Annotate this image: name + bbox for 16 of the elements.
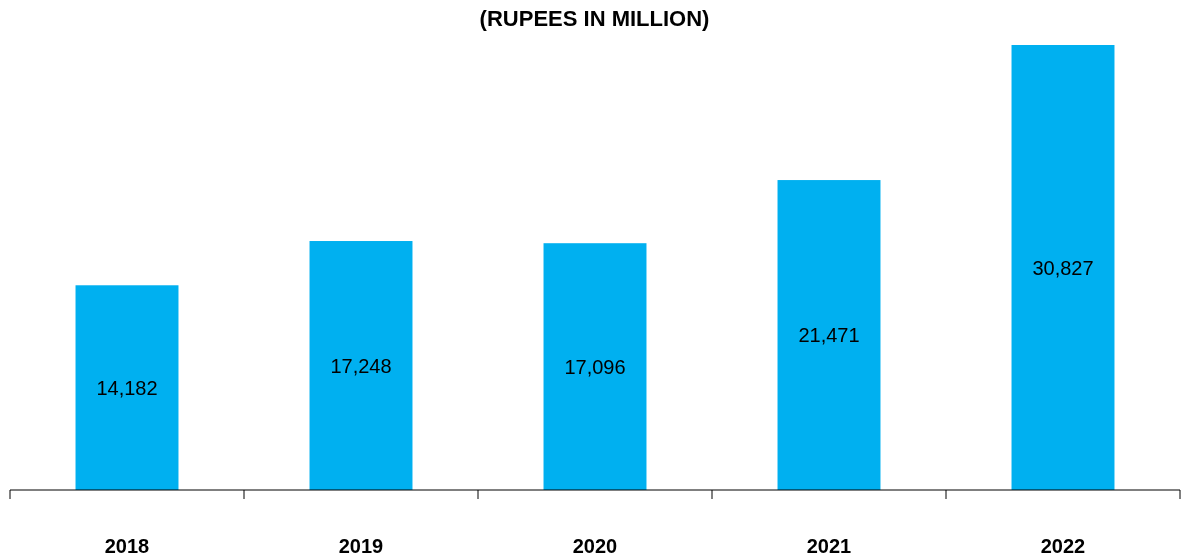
x-tick-label: 2022 [1040, 535, 1086, 557]
x-tick-label: 2021 [806, 535, 852, 557]
data-label: 30,827 [1032, 256, 1094, 279]
data-label: 14,182 [96, 376, 158, 399]
bar [543, 243, 647, 490]
bar [777, 180, 881, 490]
bar [75, 285, 179, 490]
x-tick-label: 2019 [338, 535, 384, 557]
bar [309, 241, 413, 490]
bar [1011, 45, 1115, 490]
x-tick-label: 2020 [572, 535, 618, 557]
chart-title: (RUPEES IN MILLION) [479, 6, 710, 31]
data-label: 17,096 [564, 355, 626, 378]
data-label: 17,248 [330, 354, 392, 377]
data-label: 21,471 [798, 324, 860, 347]
x-tick-label: 2018 [104, 535, 150, 557]
